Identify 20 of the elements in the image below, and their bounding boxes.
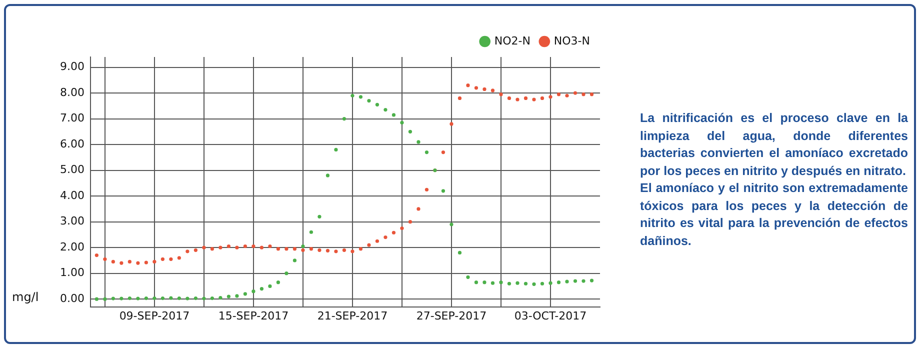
y-tick-label: 6.00 <box>60 137 84 150</box>
y-tick-label: 0.00 <box>60 292 84 305</box>
y-tick-label: 5.00 <box>60 163 84 176</box>
y-tick-label: 1.00 <box>60 266 84 280</box>
y-tick-label: 8.00 <box>60 86 84 99</box>
y-tick-label: 3.00 <box>60 214 84 228</box>
x-tick-label: 03-OCT-2017 <box>514 309 587 322</box>
y-tick-label: 4.00 <box>60 188 84 202</box>
legend-label: NO2-N <box>494 34 530 48</box>
x-tick-label: 27-SEP-2017 <box>416 309 487 322</box>
y-tick-label: 2.00 <box>60 240 84 254</box>
x-tick-label: 21-SEP-2017 <box>317 309 388 322</box>
y-tick-label: 7.00 <box>60 112 84 125</box>
x-tick-label: 15-SEP-2017 <box>218 309 289 322</box>
text: La nitrificación es el proceso clave en la limpieza del agua, donde diferentes bacterias convierten el amoníaco excretado por los peces en nitrito y después en nitrato. <box>640 110 908 180</box>
text: El amoníaco y el nitrito son extremadamente tóxicos para los peces y la detección de nitrito es vital para la prevención de efectos dañinos. <box>640 180 908 250</box>
y-axis-title: mg/l <box>12 290 39 304</box>
legend-label: NO3-N <box>554 34 590 48</box>
y-tick-label: 9.00 <box>60 60 84 74</box>
x-tick-label: 09-SEP-2017 <box>119 309 190 322</box>
